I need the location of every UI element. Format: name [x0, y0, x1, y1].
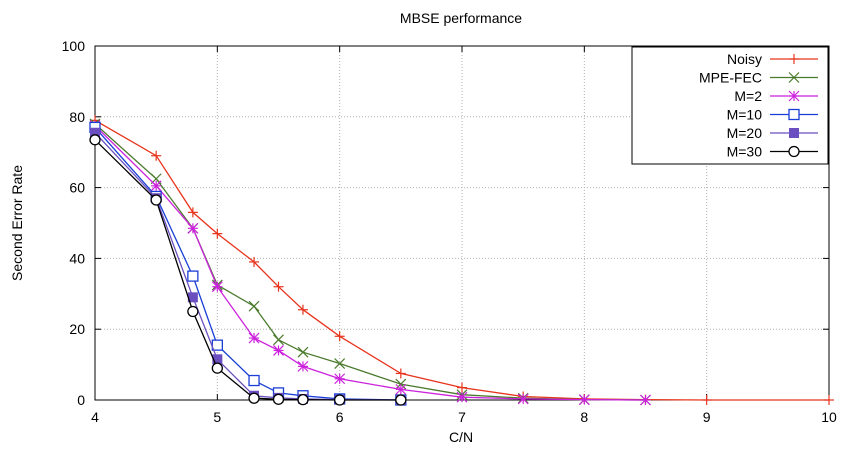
y-axis-label: Second Error Rate: [9, 165, 25, 281]
series-mpe-fec-point: [273, 334, 284, 346]
series-m-30-point: [211, 362, 223, 374]
series-m-2-point: [517, 393, 529, 405]
series-mpe-fec-point: [248, 300, 260, 312]
series-noisy-point: [273, 281, 284, 292]
y-tick-label: 80: [69, 109, 85, 125]
x-tick-label: 5: [213, 409, 221, 425]
legend-label: MPE-FEC: [699, 70, 762, 86]
legend-m-10-point: [788, 108, 800, 121]
series-noisy-point: [249, 256, 260, 267]
series-m-20-line: [94, 132, 401, 401]
series-mpe-fec-point: [395, 378, 407, 390]
x-tick-label: 7: [458, 409, 466, 425]
y-tick-label: 40: [69, 250, 85, 266]
legend-label: Noisy: [727, 51, 762, 67]
legend-noisy: Noisy: [727, 51, 818, 67]
legend-mpe-fec: MPE-FEC: [699, 70, 818, 86]
series-noisy-point: [395, 368, 406, 379]
series-m-2-point: [297, 360, 309, 372]
series-noisy-point: [212, 228, 223, 239]
series-noisy-point: [151, 150, 162, 161]
series-mpe-fec-line: [94, 123, 646, 401]
legend-mpe-fec-point: [788, 72, 800, 83]
series-noisy-point: [334, 331, 345, 342]
series-mpe-fec-point: [297, 346, 309, 358]
legend-label: M=30: [727, 144, 763, 160]
legend-m-30: M=30: [727, 144, 818, 160]
series-m-2-point: [456, 391, 468, 403]
series-m-30: [89, 134, 407, 406]
legend: Noisy MPE-FEC M=2 M=10 M=20 M=30: [631, 46, 829, 165]
series-noisy-point: [701, 395, 712, 405]
series-noisy-point: [824, 395, 834, 405]
y-tick-label: 20: [69, 321, 85, 337]
y-tick-label: 60: [69, 180, 85, 196]
series-m-30-point: [89, 134, 101, 146]
x-tick-label: 9: [703, 409, 711, 425]
y-tick-label: 0: [77, 392, 85, 408]
series-m-10-point: [187, 270, 199, 282]
series-noisy-point: [187, 207, 198, 218]
series-m-30-point: [272, 393, 285, 405]
x-tick-label: 6: [336, 409, 344, 425]
legend-noisy-point: [789, 54, 799, 64]
series-m-30-point: [187, 305, 199, 318]
y-tick-label: 100: [62, 38, 86, 54]
legend-m-2: M=2: [734, 88, 818, 104]
series-m-2-line: [94, 125, 646, 401]
series-m-2-point: [578, 394, 590, 406]
series-m-2-point: [150, 180, 162, 192]
series-layer: [89, 115, 834, 406]
series-mpe-fec-point: [334, 358, 346, 369]
series-m-2-point: [395, 383, 407, 395]
series-noisy-point: [297, 304, 308, 315]
series-m-10-point: [248, 374, 260, 387]
legend-m-20-point: [789, 128, 799, 138]
series-m-2-point: [211, 281, 223, 293]
legend-m-30-point: [788, 145, 800, 158]
series-m-2-point: [273, 345, 284, 356]
legend-box: [631, 46, 829, 165]
chart-title: MBSE performance: [400, 10, 522, 26]
series-m-30-point: [297, 393, 309, 406]
series-m-10-line: [94, 126, 401, 401]
series-m-2: [89, 120, 651, 406]
series-m-2-point: [187, 222, 199, 234]
x-axis-label: C/N: [449, 429, 473, 445]
series-m-2-point: [248, 332, 260, 344]
legend-label: M=10: [727, 107, 763, 123]
series-m-20: [90, 127, 406, 405]
series-mpe-fec: [89, 118, 651, 406]
x-tick-label: 8: [580, 409, 588, 425]
series-m-2-point: [334, 373, 346, 385]
legend-m-10: M=10: [727, 107, 818, 123]
series-m-30-point: [395, 394, 407, 406]
series-m-30-point: [334, 394, 346, 406]
legend-label: M=20: [727, 125, 763, 141]
x-tick-label: 4: [91, 409, 99, 425]
series-m-10-point: [211, 339, 223, 351]
series-m-30-point: [150, 194, 162, 206]
x-tick-label: 10: [821, 409, 837, 425]
legend-m-2-point: [788, 90, 800, 102]
series-m-10: [89, 121, 407, 406]
series-m-2-point: [640, 394, 651, 406]
series-noisy-point: [457, 382, 467, 393]
legend-label: M=2: [734, 88, 762, 104]
series-m-30-point: [248, 392, 260, 404]
legend-m-20: M=20: [727, 125, 818, 141]
